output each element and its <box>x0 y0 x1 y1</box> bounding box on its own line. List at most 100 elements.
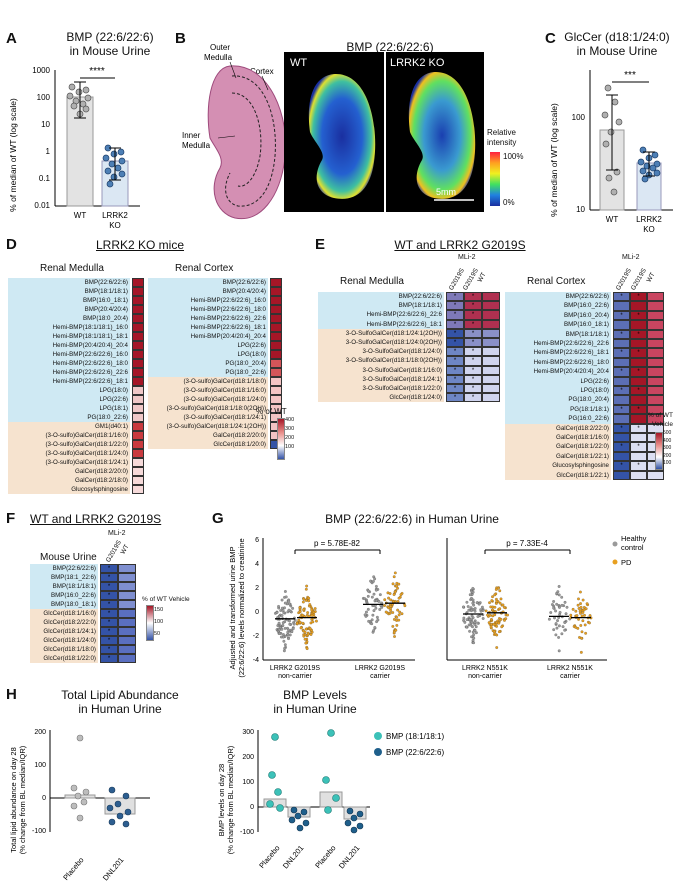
g-data-point <box>506 613 509 617</box>
heatmap-cell <box>132 404 144 413</box>
a-ko-points <box>102 144 126 188</box>
heatmap-cell <box>270 368 282 377</box>
heatmap-cell <box>132 440 144 449</box>
e-cortex-col-headers: G2019S G2019S WT <box>612 262 668 291</box>
heatmap-row: 3-O-SulfoGalCer(d18:1/24:0(2OH)) * * <box>318 338 500 348</box>
a-sig: **** <box>89 66 105 77</box>
heatmap-row: GlcCer(d18:1/24:1) * <box>30 627 136 636</box>
heatmap-row: BMP(22:6/22:6) * * <box>505 292 664 302</box>
heatmap-row-label: (3-O-sulfo)GalCer(d18:1/16:0) <box>8 431 130 440</box>
g-data-point <box>554 622 558 625</box>
heatmap-row-label: LPG(18:0) <box>8 386 130 395</box>
b-scale-label: 5mm <box>436 187 456 197</box>
f-legend-colorbar <box>146 605 154 641</box>
heatmap-cell <box>132 332 144 341</box>
f-legend-ticks: 150 100 50 <box>154 604 163 640</box>
heatmap-row: Hemi-BMP(22:6/22:6)_22:6 <box>148 314 282 323</box>
d-cortex-title: Renal Cortex <box>175 263 234 274</box>
heatmap-row: BMP(16:0_18:1) <box>8 296 144 305</box>
heatmap-cell <box>482 393 500 403</box>
heatmap-row: Hemi-BMP(22:6/22:6)_16:0 <box>8 350 144 359</box>
heatmap-row-label: BMP(16:0_22:6) <box>505 301 611 311</box>
g-data-point <box>563 621 567 624</box>
heatmap-row-label: Hemi-BMP(22:6/22:6)_18:1 <box>505 348 611 358</box>
h2-x-1: DNL201 <box>281 844 306 871</box>
c-sig: *** <box>624 70 636 81</box>
g-data-point <box>281 624 285 627</box>
g-data-point <box>398 610 402 614</box>
heatmap-row: BMP(16:0_22:6) <box>505 301 664 311</box>
c-xlabel-ko1: LRRK2 <box>636 215 662 224</box>
panel-c-title-line1: GlcCer (d18:1/24:0) <box>564 30 670 44</box>
heatmap-cell <box>647 367 664 377</box>
g-data-point <box>556 590 560 594</box>
heatmap-cell: * <box>446 384 464 394</box>
g-data-point <box>277 621 281 625</box>
e-tick-4: 100 <box>663 460 672 466</box>
heatmap-cell <box>270 314 282 323</box>
g-legend-pd: PD <box>621 558 632 567</box>
heatmap-cell <box>270 278 282 287</box>
g-data-point <box>372 580 375 583</box>
heatmap-row-label: BMP(18:0_20:4) <box>8 314 130 323</box>
b-cortex-boundary <box>225 75 276 207</box>
e-legend-colorbar <box>655 432 663 470</box>
h-ylabel1b: (% change from BL median/IQR) <box>18 745 27 854</box>
heatmap-row: (3-O-sulfo)GalCer(d18:1/24:1) <box>8 458 144 467</box>
g-data-point <box>495 599 499 603</box>
g-data-point <box>489 605 493 609</box>
e-medulla-title: Renal Medulla <box>340 276 404 287</box>
g-data-point <box>305 584 309 588</box>
g-data-point <box>286 630 290 634</box>
heatmap-cell: * <box>446 356 464 366</box>
h1-placebo-points <box>70 734 90 822</box>
g-data-point <box>549 611 553 614</box>
heatmap-row-label: Hemi-BMP(18:1/18:1)_16:0 <box>8 323 130 332</box>
heatmap-cell <box>613 320 630 330</box>
heatmap-row: BMP(18:1/18:1) * * <box>505 329 664 339</box>
heatmap-row: BMP(20:4/20:4) <box>8 305 144 314</box>
g-data-point <box>498 601 502 605</box>
heatmap-cell <box>647 414 664 424</box>
g-data-point <box>467 608 471 612</box>
heatmap-row-label: Hemi-BMP(22:6/22:6)_18:0 <box>148 305 268 314</box>
h2-legend-bmp22-marker <box>374 748 382 756</box>
g-data-point <box>468 593 472 597</box>
g-data-point <box>563 600 567 604</box>
g-data-point <box>397 613 401 617</box>
heatmap-row-label: PG(18:0_20:4) <box>148 359 268 368</box>
g-ylabel2: (22:6/22:6) levels normalized to creatin… <box>237 538 246 677</box>
heatmap-row: GlcCer(d18:1/18:0) * <box>30 645 136 654</box>
heatmap-row-label: Hemi-BMP(22:6/22:6)_18:1 <box>8 377 130 386</box>
g-data-point <box>492 622 496 626</box>
heatmap-row-label: GlcCer(d18:1/22:0) <box>30 654 98 663</box>
heatmap-cell: * <box>464 319 482 329</box>
g-data-point <box>302 597 306 601</box>
g-data-point <box>370 622 374 626</box>
h2-bar-1 <box>263 798 287 808</box>
panel-label-d: D <box>6 236 17 253</box>
g-data-point <box>471 630 475 634</box>
b-colorbar-min: 0% <box>503 198 515 207</box>
panel-c-title: GlcCer (d18:1/24:0) in Mouse Urine <box>555 30 679 58</box>
heatmap-row-label: Hemi-BMP(22:6/22:6)_22:6 <box>318 310 444 320</box>
g-data-point <box>571 607 575 611</box>
g-data-point <box>302 634 306 638</box>
g-data-point <box>378 608 382 611</box>
heatmap-cell: * <box>613 442 630 452</box>
heatmap-cell: * <box>613 461 630 471</box>
g-data-point <box>389 604 393 608</box>
g-data-point <box>309 633 313 636</box>
g-data-point <box>392 575 396 579</box>
g-data-point <box>552 606 556 610</box>
g-data-point <box>473 609 477 613</box>
heatmap-row: (3-O-sulfo)GalCer(d18:1/16:0) <box>148 386 282 395</box>
panel-b-title: BMP (22:6/22:6) <box>346 40 434 54</box>
g-data-point <box>308 627 312 631</box>
h2-x-0: Placebo <box>257 844 281 871</box>
heatmap-row-label: BMP(16:0_18:1) <box>505 320 611 330</box>
heatmap-row-label: (3-O-sulfo)GalCer(d18:1/16:0) <box>148 386 268 395</box>
g-data-point <box>301 613 304 617</box>
heatmap-cell <box>118 591 136 600</box>
heatmap-cell: * <box>446 301 464 311</box>
